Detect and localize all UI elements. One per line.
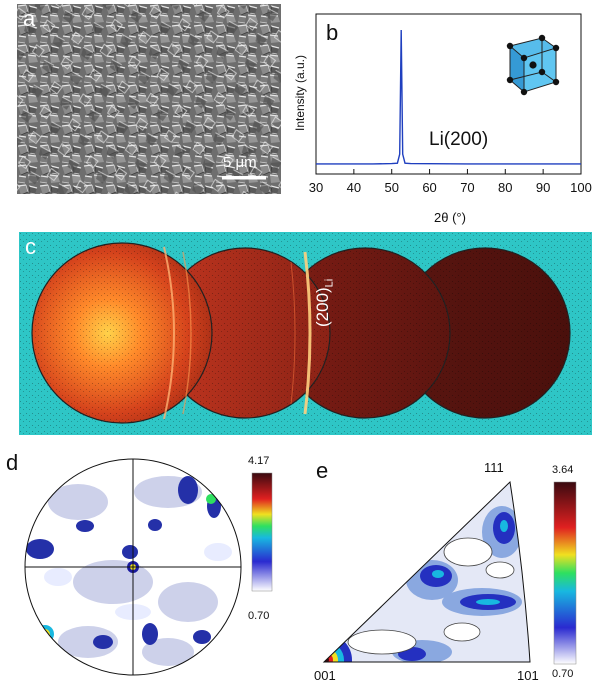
ipf-corner-101: 101 [517, 668, 539, 683]
colorbar-d-max: 4.17 [248, 455, 270, 467]
x-tick-label: 80 [498, 180, 512, 195]
bcc-unit-cell-icon [506, 34, 560, 96]
panel-c: c (200)Li [19, 232, 592, 435]
x-tick-label: 30 [309, 180, 323, 195]
panel-b-letter: b [326, 20, 339, 45]
x-tick-label: 60 [422, 180, 436, 195]
x-tick-label: 100 [570, 180, 592, 195]
panel-d: d 4.17 0.70 [6, 452, 300, 688]
panel-e-letter: e [316, 458, 329, 483]
peak-label: Li(200) [429, 129, 489, 150]
colorbar-d [251, 472, 273, 592]
x-tick-label: 50 [384, 180, 398, 195]
colorbar-e-min: 0.70 [552, 668, 574, 680]
ipf-corner-111: 111 [484, 460, 504, 475]
x-tick-label: 40 [347, 180, 361, 195]
panel-c-letter: c [25, 234, 36, 259]
colorbar-e [553, 481, 577, 665]
inverse-pole-figure [322, 480, 577, 665]
li200-ring [303, 251, 312, 415]
ipf-triangle [322, 480, 531, 663]
panel-e: e 111 001 101 3.64 0.70 [312, 452, 606, 688]
panel-b: 30 40 50 60 70 80 90 100 b Li(20 [290, 4, 605, 228]
xrd-series-line [316, 29, 581, 165]
ring-label-text: (200) [313, 287, 332, 327]
scale-bar-label: 5 μm [223, 154, 257, 171]
panel-d-letter: d [6, 450, 19, 475]
x-axis-label: 2θ (°) [434, 210, 466, 225]
panel-a-letter: a [23, 6, 36, 31]
panel-a: a 5 μm [17, 4, 281, 194]
x-tick-label: 90 [536, 180, 550, 195]
colorbar-e-max: 3.64 [552, 464, 574, 476]
colorbar-d-min: 0.70 [248, 610, 270, 622]
ring-label: (200)Li [313, 279, 335, 327]
ring-label-sub: Li [323, 278, 336, 288]
ipf-corner-001: 001 [314, 668, 336, 683]
sem-image [17, 4, 281, 194]
diffraction-frames [19, 232, 592, 435]
y-axis-label: Intensity (a.u.) [293, 54, 307, 132]
x-tick-label: 70 [460, 180, 474, 195]
pole-figure [24, 458, 273, 676]
scale-bar [222, 176, 266, 180]
xrd-chart: 30 40 50 60 70 80 90 100 [309, 13, 592, 195]
